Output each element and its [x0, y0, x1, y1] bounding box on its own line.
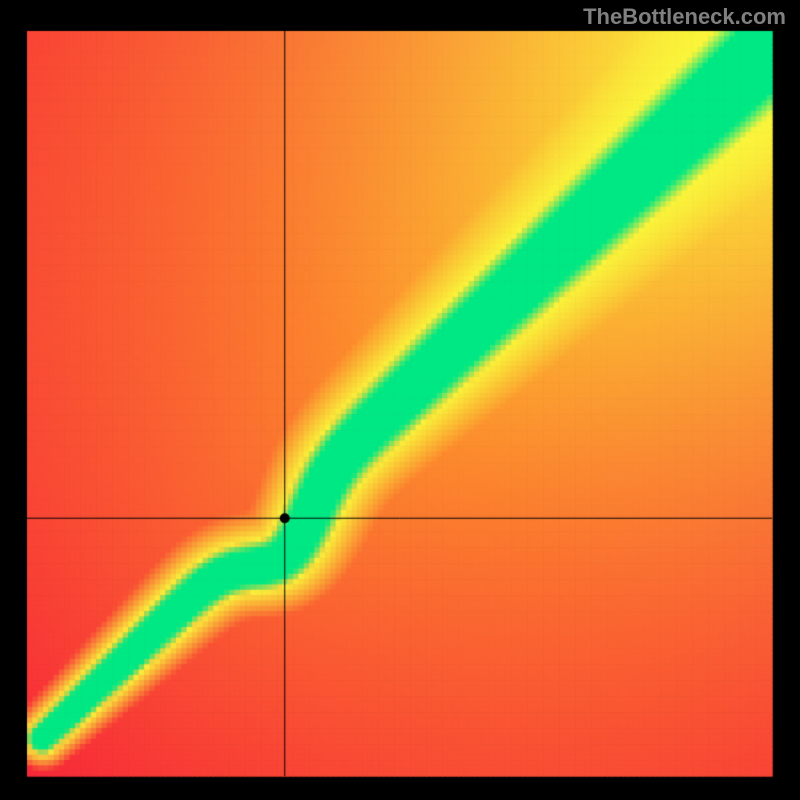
chart-container: TheBottleneck.com [0, 0, 800, 800]
watermark-text: TheBottleneck.com [583, 4, 786, 30]
bottleneck-heatmap [0, 0, 800, 800]
